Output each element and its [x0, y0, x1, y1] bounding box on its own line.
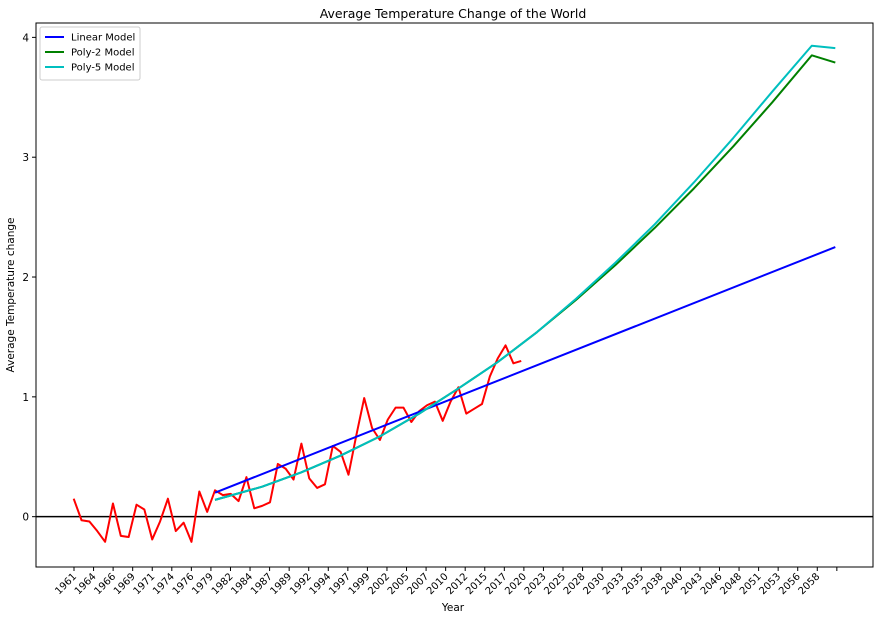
x-tick-label: 1969: [112, 571, 138, 597]
x-tick-label: 2046: [699, 571, 725, 597]
x-tick-label: 1974: [151, 571, 177, 597]
legend-label-linear-model: Linear Model: [71, 33, 135, 44]
x-tick-label: 1997: [327, 571, 353, 597]
x-tick-label: 1984: [229, 571, 255, 597]
x-tick-label: 2015: [464, 571, 490, 597]
x-tick-label: 1966: [92, 571, 118, 597]
legend: Linear Model Poly-2 Model Poly-5 Model: [39, 26, 141, 81]
x-tick-label: 2038: [640, 571, 666, 597]
x-tick-label: 1999: [347, 571, 373, 597]
x-tick-label: 2058: [797, 571, 823, 597]
x-tick-label: 1979: [190, 571, 216, 597]
x-tick-label: 1994: [308, 571, 334, 597]
y-tick-label: 3: [22, 152, 29, 164]
x-tick-label: 2012: [445, 571, 471, 597]
y-tick-label: 2: [22, 272, 29, 284]
x-tick-label: 2007: [405, 571, 431, 597]
x-tick-label: 1961: [53, 571, 79, 597]
x-tick-label: 2020: [503, 571, 529, 597]
x-tick-label: 2040: [660, 571, 686, 597]
legend-label-poly-5-model: Poly-5 Model: [71, 63, 135, 74]
x-tick-label: 2023: [523, 571, 549, 597]
x-tick-label: 2033: [601, 571, 627, 597]
x-tick-label: 2048: [718, 571, 744, 597]
plot-area: [35, 22, 874, 568]
x-tick-label: 1964: [73, 571, 99, 597]
y-tick-label: 4: [22, 32, 29, 44]
series-line-poly-5-model: [214, 44, 836, 501]
chart-title: Average Temperature Change of the World: [320, 6, 587, 21]
x-tick-label: 2035: [621, 571, 647, 597]
series-line-observed-data: [72, 344, 522, 543]
x-tick-label: 1992: [288, 571, 314, 597]
x-tick-label: 1976: [171, 571, 197, 597]
x-tick-label: 2025: [542, 571, 568, 597]
series-line-linear-model: [214, 246, 836, 494]
legend-box: [39, 26, 141, 81]
x-tick-label: 2002: [366, 571, 392, 597]
y-tick-label: 1: [22, 392, 29, 404]
legend-label-poly-2-model: Poly-2 Model: [71, 48, 135, 59]
y-axis-label: Average Temperature change: [5, 218, 17, 373]
x-tick-label: 1982: [210, 571, 236, 597]
x-tick-label: 2056: [777, 571, 803, 597]
x-tick-label: 2051: [738, 571, 764, 597]
x-tick-label: 2030: [581, 571, 607, 597]
x-tick-label: 2010: [425, 571, 451, 597]
x-tick-label: 1987: [249, 571, 275, 597]
x-axis-label: Year: [441, 602, 465, 614]
x-tick-label: 2028: [562, 571, 588, 597]
x-tick-label: 1971: [132, 571, 158, 597]
x-tick-label: 2043: [679, 571, 705, 597]
x-tick-label: 2017: [484, 571, 510, 597]
y-tick-label: 0: [22, 512, 29, 524]
x-tick-label: 2053: [758, 571, 784, 597]
x-tick-label: 2005: [386, 571, 412, 597]
x-tick-label: 1989: [269, 571, 295, 597]
